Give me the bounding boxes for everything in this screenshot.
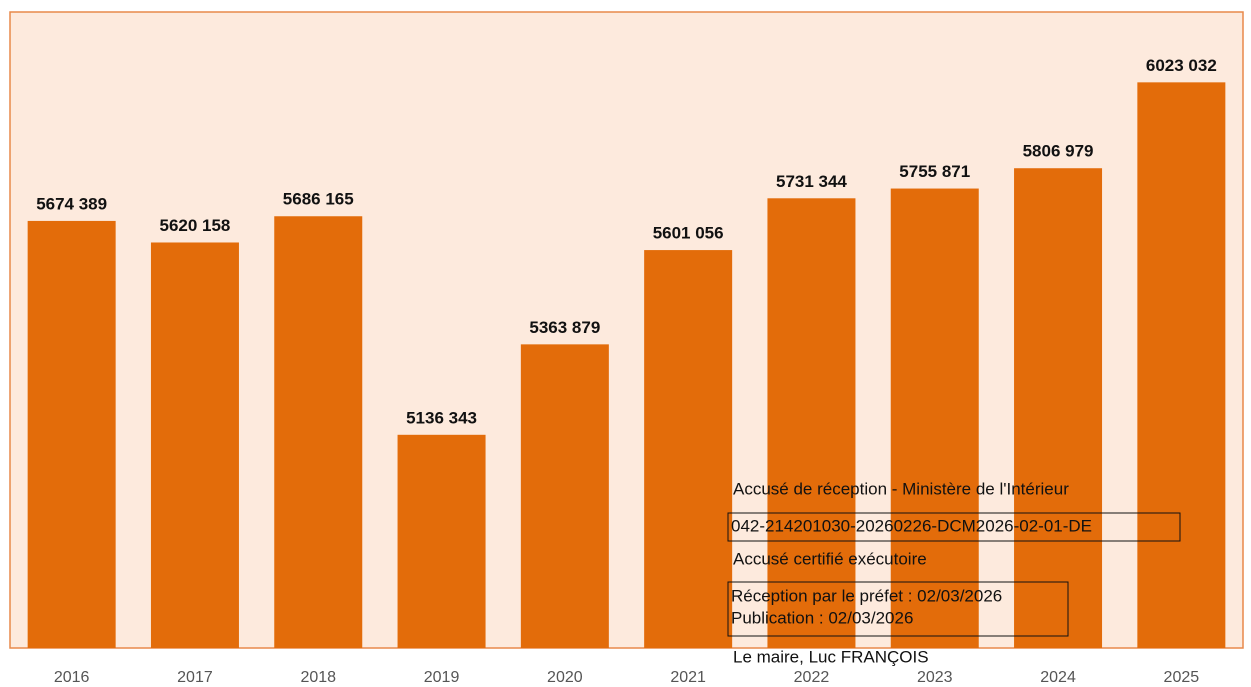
x-tick-label: 2019: [424, 669, 460, 686]
stamp-line: 042-214201030-20260226-DCM2026-02-01-DE: [731, 516, 1092, 535]
bar: [1137, 82, 1226, 648]
data-label: 5806 979: [1023, 142, 1094, 161]
x-tick-label: 2018: [300, 669, 336, 686]
stamp-line: Publication : 02/03/2026: [731, 608, 913, 627]
x-tick-label: 2017: [177, 669, 213, 686]
bar: [1014, 168, 1103, 649]
bar: [644, 250, 733, 648]
x-tick-label: 2020: [547, 669, 583, 686]
data-label: 5136 343: [406, 408, 477, 427]
data-label: 5686 165: [283, 190, 354, 209]
stamp: Accusé de réception - Ministère de l'Int…: [727, 479, 1181, 666]
bar: [150, 242, 239, 649]
data-label: 5363 879: [529, 318, 600, 337]
data-label: 6023 032: [1146, 56, 1217, 75]
x-tick-label: 2016: [54, 669, 90, 686]
x-tick-label: 2022: [794, 669, 830, 686]
bar: [767, 198, 856, 648]
x-tick-label: 2023: [917, 669, 953, 686]
bar: [397, 434, 486, 648]
x-tick-label: 2024: [1040, 669, 1076, 686]
data-label: 5674 389: [36, 194, 107, 213]
data-label: 5601 056: [653, 224, 724, 243]
x-tick-label: 2025: [1164, 669, 1200, 686]
stamp-line: Accusé certifié exécutoire: [733, 549, 927, 568]
x-tick-label: 2021: [670, 669, 706, 686]
bars: 2016 5674 389 2017 5620 158 2018 5686 165 2019…: [27, 56, 1226, 686]
stamp-line: Réception par le préfet : 02/03/2026: [731, 586, 1002, 605]
data-label: 5620 158: [159, 216, 230, 235]
bar: [890, 188, 979, 649]
stamp-line: Le maire, Luc FRANÇOIS: [733, 647, 929, 666]
data-label: 5731 344: [776, 172, 847, 191]
data-label: 5755 871: [899, 162, 970, 181]
stamp-line: Accusé de réception - Ministère de l'Int…: [733, 479, 1069, 498]
stamp-box: [727, 581, 1069, 637]
bar: [520, 344, 609, 648]
bar: [27, 220, 116, 649]
stamp-box: [727, 512, 1181, 542]
bar: [274, 216, 363, 649]
